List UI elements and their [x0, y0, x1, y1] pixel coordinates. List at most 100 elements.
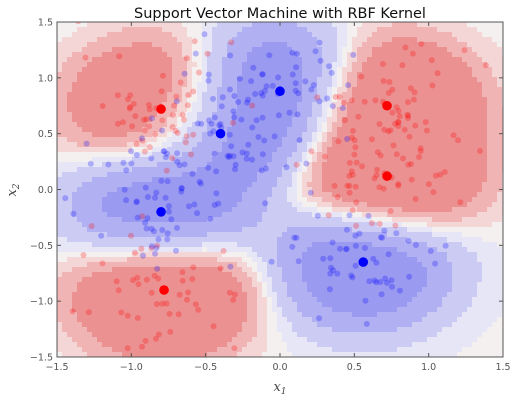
sample-point-red: [408, 161, 415, 167]
sample-point-blue: [294, 111, 301, 118]
x-tick-label: −1.0: [120, 362, 143, 373]
sample-point-red: [127, 104, 134, 111]
sample-point-blue: [121, 186, 128, 193]
sample-point-red: [434, 70, 441, 77]
sample-point-blue: [373, 279, 380, 286]
sample-point-red: [114, 92, 121, 99]
sample-point-blue: [293, 234, 300, 241]
sample-point-blue: [201, 31, 208, 38]
sample-point-red: [172, 127, 179, 134]
sample-point-red: [139, 213, 146, 220]
sample-point-red: [80, 252, 87, 258]
sample-point-blue: [327, 255, 334, 262]
sample-point-red: [358, 73, 365, 80]
sample-point-red: [412, 122, 419, 129]
sample-point-blue: [133, 152, 140, 158]
sample-point-blue: [226, 152, 233, 159]
sample-point-blue: [142, 184, 149, 191]
sample-point-blue: [164, 230, 171, 237]
sample-point-red: [373, 172, 380, 179]
sample-point-red: [145, 101, 152, 108]
sample-point-blue: [62, 195, 69, 202]
sample-point-red: [293, 161, 300, 168]
sample-point-red: [407, 85, 414, 92]
decision-regions: [57, 22, 503, 357]
sample-point-blue: [283, 164, 290, 171]
sample-point-blue: [248, 78, 255, 85]
sample-point-red: [406, 133, 413, 140]
sample-point-red: [148, 289, 155, 296]
sample-point-red: [231, 345, 238, 352]
sample-point-blue: [384, 279, 390, 286]
sample-point-blue: [213, 168, 220, 175]
sample-point-blue: [377, 279, 384, 285]
sample-point-red: [249, 102, 256, 109]
sample-point-blue: [373, 259, 380, 266]
sample-point-red: [167, 328, 174, 335]
sample-point-red: [190, 131, 197, 138]
sample-point-red: [418, 41, 425, 47]
sample-point-blue: [164, 150, 170, 157]
sample-point-blue: [266, 52, 273, 59]
sample-point-blue: [351, 381, 357, 387]
sample-point-red: [408, 176, 415, 183]
sample-point-blue: [329, 239, 336, 246]
center-point-blue: [275, 86, 285, 97]
sample-point-blue: [293, 64, 299, 71]
sample-point-blue: [148, 225, 155, 232]
sample-point-blue: [317, 57, 324, 64]
sample-point-red: [361, 98, 368, 105]
sample-point-blue: [337, 245, 343, 252]
sample-point-red: [405, 161, 412, 168]
sample-point-red: [425, 181, 432, 188]
center-point-blue: [358, 257, 369, 267]
sample-point-blue: [226, 131, 233, 138]
sample-point-red: [353, 222, 360, 229]
sample-point-red: [374, 166, 381, 173]
sample-point-blue: [140, 252, 146, 259]
sample-point-blue: [291, 234, 298, 241]
sample-point-red: [220, 248, 227, 254]
sample-point-red: [401, 126, 408, 133]
sample-point-red: [405, 99, 411, 106]
sample-point-red: [124, 312, 131, 319]
sample-point-red: [226, 289, 233, 296]
sample-point-red: [325, 212, 332, 219]
sample-point-red: [182, 139, 189, 146]
sample-point-red: [395, 119, 402, 126]
sample-point-red: [69, 308, 76, 315]
sample-point-red: [185, 289, 192, 296]
sample-point-blue: [326, 286, 333, 293]
sample-point-blue: [208, 120, 215, 127]
sample-point-red: [231, 359, 237, 365]
sample-point-blue: [259, 151, 266, 158]
center-point-blue: [156, 207, 166, 217]
sample-point-red: [346, 159, 353, 166]
sample-point-blue: [258, 90, 265, 97]
sample-point-red: [409, 50, 416, 57]
sample-point-red: [393, 104, 400, 111]
sample-point-blue: [226, 86, 233, 93]
sample-point-blue: [225, 154, 232, 161]
sample-point-red: [336, 93, 343, 100]
sample-point-blue: [303, 160, 310, 167]
sample-point-red: [389, 86, 396, 93]
sample-point-blue: [243, 150, 250, 157]
y-tick-label: 1.0: [38, 73, 53, 84]
sample-point-blue: [231, 93, 238, 99]
sample-point-red: [169, 155, 176, 162]
sample-point-blue: [345, 82, 352, 89]
sample-point-blue: [133, 199, 140, 206]
sample-point-blue: [211, 202, 218, 208]
sample-point-blue: [153, 189, 160, 196]
sample-point-red: [189, 276, 196, 282]
sample-point-red: [179, 111, 186, 118]
sample-point-red: [163, 300, 170, 307]
sample-point-red: [422, 119, 429, 126]
sample-point-red: [430, 189, 437, 196]
sample-point-red: [461, 47, 468, 54]
sample-point-blue: [120, 159, 127, 166]
sample-point-red: [352, 183, 359, 190]
sample-point-blue: [385, 251, 392, 258]
sample-point-blue: [344, 136, 351, 142]
